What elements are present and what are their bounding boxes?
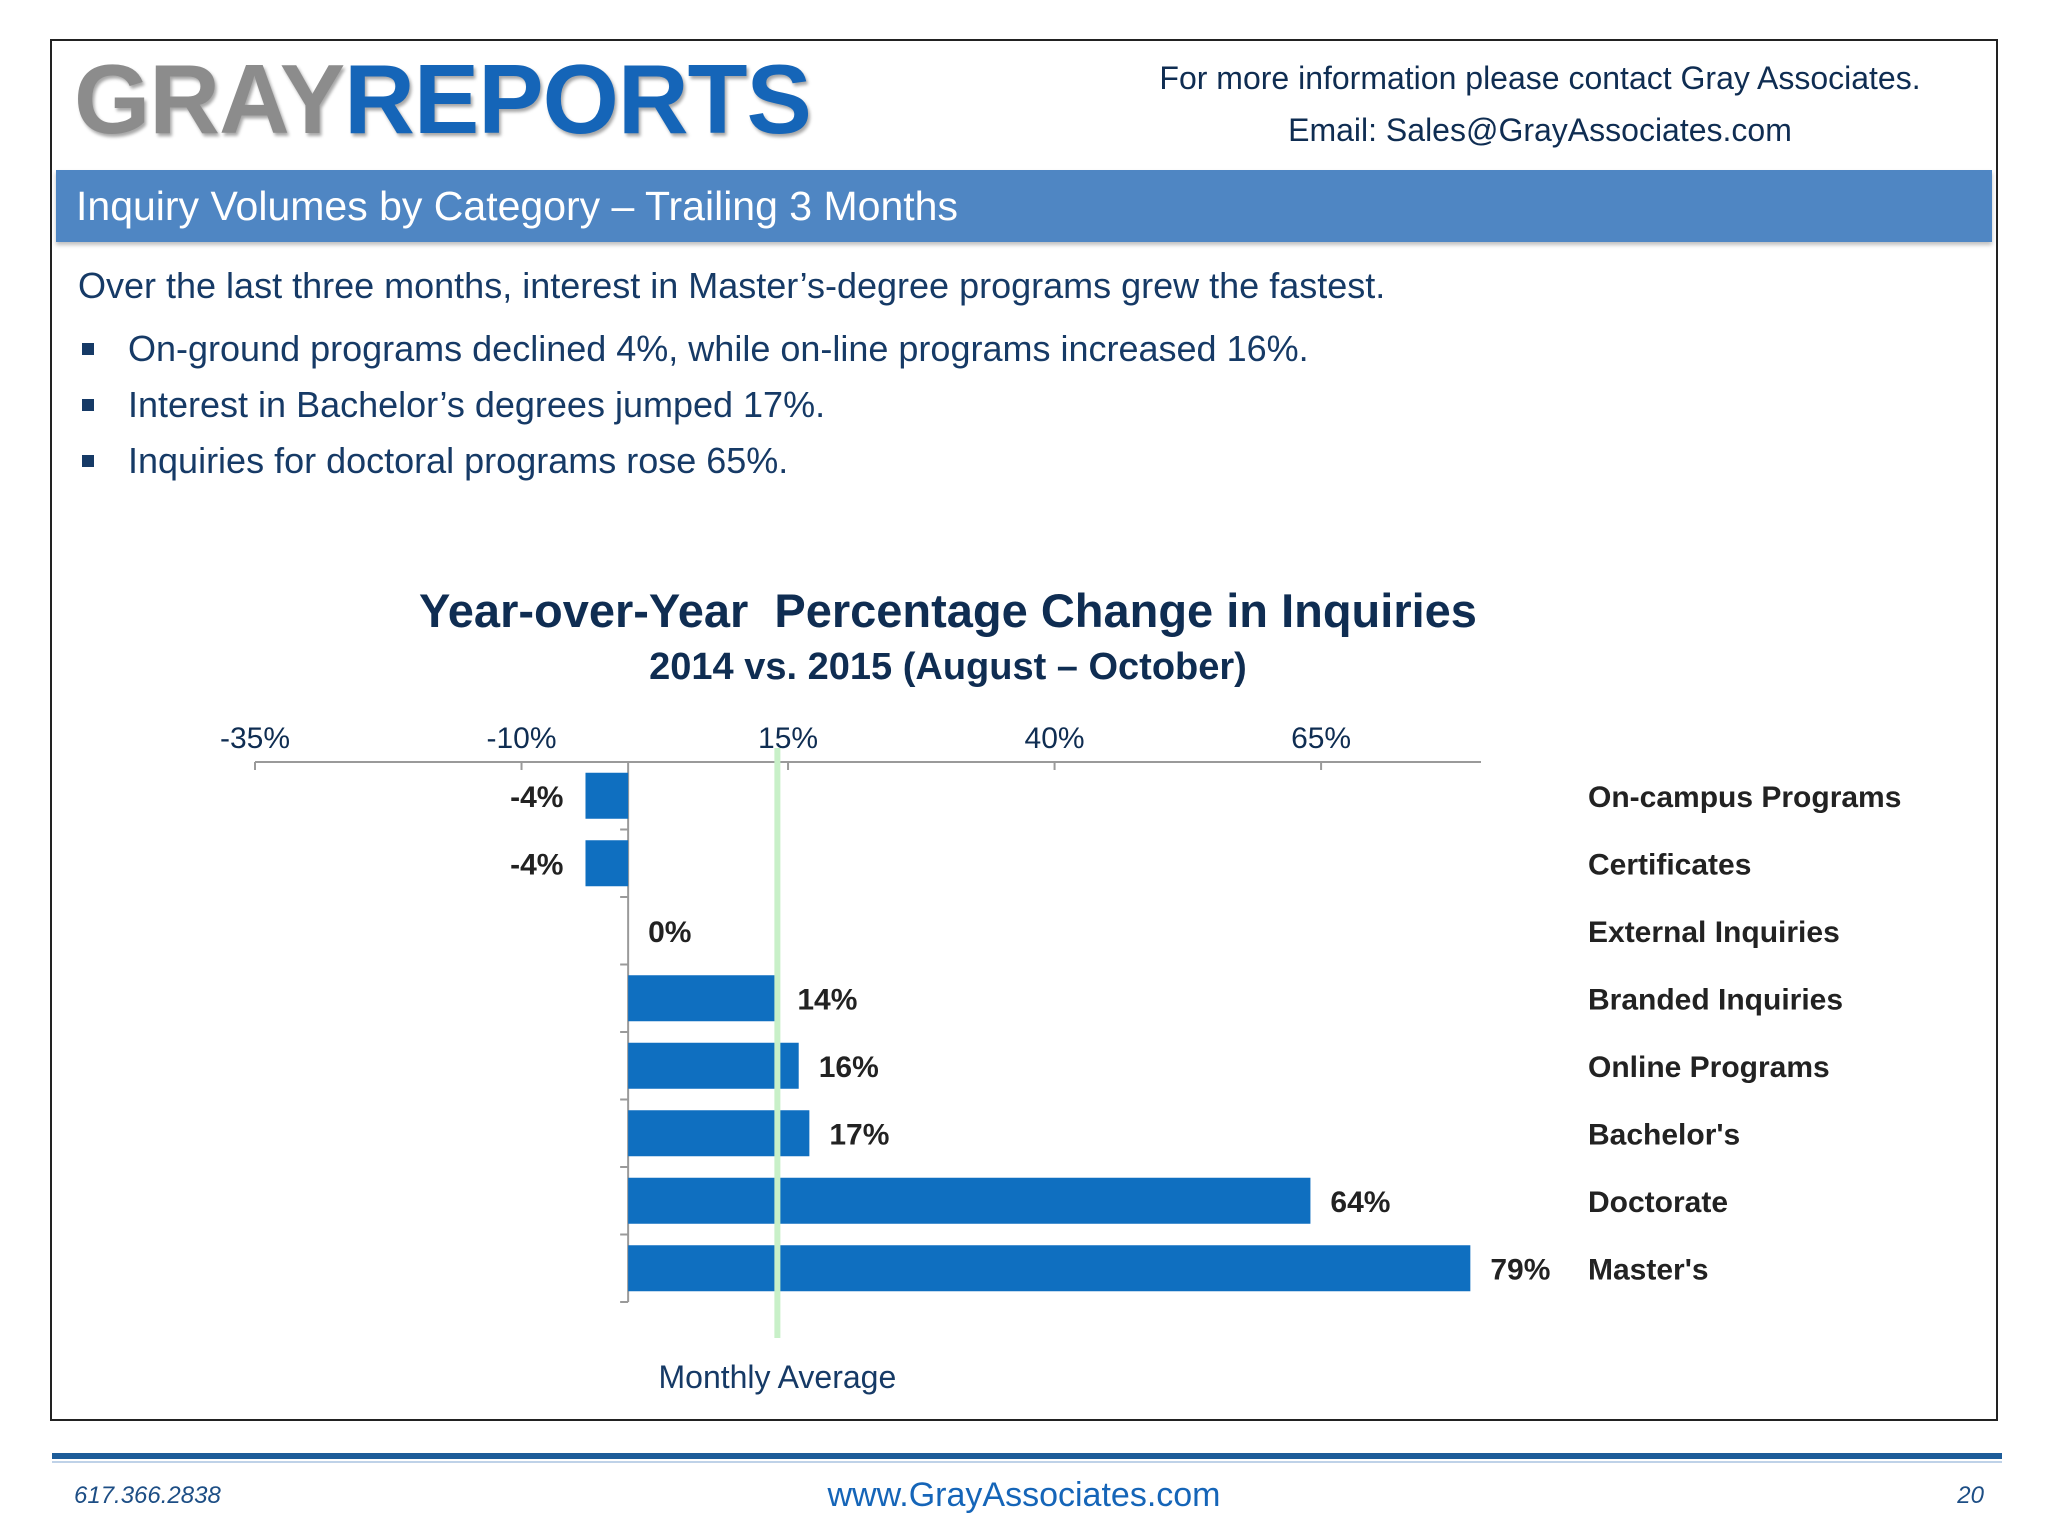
footer-rule xyxy=(52,1453,2002,1459)
section-banner: Inquiry Volumes by Category – Trailing 3… xyxy=(56,170,1992,242)
bar xyxy=(628,1042,799,1089)
x-tick-label: -35% xyxy=(220,722,290,755)
bar xyxy=(628,975,778,1022)
footer-phone: 617.366.2838 xyxy=(74,1482,221,1509)
summary-bullets: On-ground programs declined 4%, while on… xyxy=(78,326,1309,494)
bullet-square-icon xyxy=(82,455,94,467)
bullet-item: Inquiries for doctoral programs rose 65%… xyxy=(78,438,1309,494)
bar-data-label: 64% xyxy=(1330,1186,1390,1219)
category-label: Branded Inquiries xyxy=(1588,983,1843,1016)
yoy-bar-chart: Year-over-Year Percentage Change in Inqu… xyxy=(220,584,1901,1395)
bar xyxy=(585,772,629,819)
bullet-text: Inquiries for doctoral programs rose 65%… xyxy=(128,440,789,481)
bar xyxy=(628,1110,810,1157)
chart-subtitle: 2014 vs. 2015 (August – October) xyxy=(649,646,1247,688)
x-tick-label: 65% xyxy=(1291,722,1351,755)
bullet-item: Interest in Bachelor’s degrees jumped 17… xyxy=(78,382,1309,438)
category-label: External Inquiries xyxy=(1588,916,1840,949)
x-tick-label: 15% xyxy=(758,722,818,755)
grayreports-logo: GRAYREPORTS xyxy=(74,50,812,148)
bullet-text: Interest in Bachelor’s degrees jumped 17… xyxy=(128,384,826,425)
footer-website-link[interactable]: www.GrayAssociates.com xyxy=(827,1476,1221,1514)
category-label: Doctorate xyxy=(1588,1186,1728,1219)
x-tick-label: -10% xyxy=(486,722,556,755)
bar-data-label: -4% xyxy=(510,781,563,814)
bullet-square-icon xyxy=(82,343,94,355)
category-label: Certificates xyxy=(1588,848,1751,881)
logo-gray-text: GRAY xyxy=(74,44,345,154)
section-title: Inquiry Volumes by Category – Trailing 3… xyxy=(76,183,958,229)
bar-data-label: 0% xyxy=(648,916,691,949)
category-label: Online Programs xyxy=(1588,1051,1830,1084)
logo-reports-text: REPORTS xyxy=(344,44,812,154)
bullet-item: On-ground programs declined 4%, while on… xyxy=(78,326,1309,382)
bar xyxy=(628,1245,1471,1292)
footer-rule-shadow xyxy=(52,1461,2002,1463)
bar-data-label: -4% xyxy=(510,848,563,881)
monthly-average-line xyxy=(774,748,781,1338)
monthly-average-label: Monthly Average xyxy=(658,1359,896,1395)
bullet-square-icon xyxy=(82,399,94,411)
bullet-text: On-ground programs declined 4%, while on… xyxy=(128,328,1309,369)
x-tick-label: 40% xyxy=(1025,722,1085,755)
bar-data-label: 79% xyxy=(1490,1253,1550,1286)
page-number: 20 xyxy=(1957,1482,1984,1509)
category-label: Bachelor's xyxy=(1588,1118,1740,1151)
contact-line: For more information please contact Gray… xyxy=(1159,60,1921,96)
contact-info: For more information please contact Gray… xyxy=(1140,52,1940,156)
bar xyxy=(628,1177,1311,1224)
bar-data-label: 14% xyxy=(797,983,857,1016)
bar-data-label: 16% xyxy=(819,1051,879,1084)
chart-plot-area: -35% -10% 15% 40% 65% -4% On-campus Programs -4… xyxy=(220,722,1901,1395)
summary-lead: Over the last three months, interest in … xyxy=(78,265,1386,306)
contact-email[interactable]: Email: Sales@GrayAssociates.com xyxy=(1288,112,1792,148)
chart-title: Year-over-Year Percentage Change in Inqu… xyxy=(419,584,1477,637)
bar-data-label: 17% xyxy=(829,1118,889,1151)
category-label: Master's xyxy=(1588,1253,1709,1286)
bar xyxy=(585,840,629,887)
category-label: On-campus Programs xyxy=(1588,781,1901,814)
